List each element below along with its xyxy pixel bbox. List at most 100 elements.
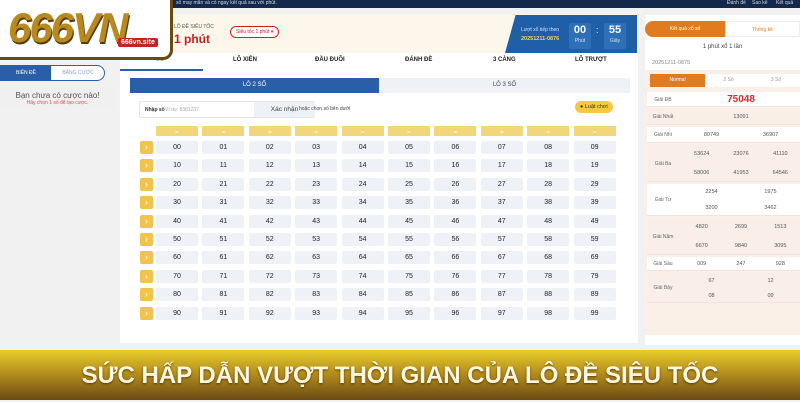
number-cell[interactable]: 60	[156, 251, 198, 265]
column-select-chevron[interactable]: ⌄	[527, 126, 570, 136]
number-cell[interactable]: 89	[573, 288, 616, 302]
number-cell[interactable]: 08	[527, 141, 570, 154]
number-cell[interactable]: 02	[248, 141, 291, 154]
number-cell[interactable]: 17	[480, 159, 523, 173]
number-cell[interactable]: 19	[573, 159, 616, 173]
number-cell[interactable]: 11	[202, 159, 245, 173]
number-input[interactable]: Nhập số Ví dụ: 8383237 Xác nhận	[139, 101, 315, 118]
number-cell[interactable]: 95	[388, 306, 430, 320]
row-select-arrow[interactable]: ›	[140, 288, 153, 302]
number-cell[interactable]: 36	[434, 196, 477, 210]
number-cell[interactable]: 81	[202, 288, 245, 302]
mode-2-so[interactable]: 2 Số	[705, 74, 752, 87]
number-cell[interactable]: 40	[156, 214, 198, 228]
number-cell[interactable]: 34	[341, 196, 384, 210]
number-cell[interactable]: 42	[248, 214, 291, 228]
row-select-arrow[interactable]: ›	[140, 159, 153, 173]
tab-ket-qua[interactable]: Kết quả xổ số	[645, 21, 725, 37]
number-cell[interactable]: 37	[480, 196, 523, 210]
number-cell[interactable]: 04	[341, 141, 384, 154]
column-select-chevron[interactable]: ⌄	[480, 126, 523, 136]
row-select-arrow[interactable]: ›	[140, 214, 153, 228]
number-cell[interactable]: 16	[434, 159, 477, 173]
number-cell[interactable]: 23	[295, 177, 338, 191]
tab-lo-truot[interactable]: LÔ TRƯỢT	[575, 57, 607, 63]
number-cell[interactable]: 33	[295, 196, 338, 210]
tab-danh-de[interactable]: ĐÁNH ĐỀ	[405, 57, 433, 63]
column-select-chevron[interactable]: ⌄	[434, 126, 477, 136]
subtab-lo-2-so[interactable]: LÔ 2 SỐ	[130, 78, 379, 93]
number-cell[interactable]: 57	[480, 233, 523, 246]
number-cell[interactable]: 49	[573, 214, 616, 228]
number-cell[interactable]: 09	[573, 141, 616, 154]
number-cell[interactable]: 50	[156, 233, 198, 246]
number-cell[interactable]: 72	[248, 269, 291, 283]
number-cell[interactable]: 30	[156, 196, 198, 210]
confirm-button[interactable]: Xác nhận	[254, 102, 315, 117]
row-select-arrow[interactable]: ›	[140, 269, 153, 283]
number-cell[interactable]: 66	[434, 251, 477, 265]
row-select-arrow[interactable]: ›	[140, 251, 153, 265]
number-cell[interactable]: 78	[527, 269, 570, 283]
row-select-arrow[interactable]: ›	[140, 233, 153, 246]
number-cell[interactable]: 94	[341, 306, 384, 320]
number-cell[interactable]: 13	[295, 159, 338, 173]
number-cell[interactable]: 20	[156, 177, 198, 191]
number-cell[interactable]: 35	[388, 196, 430, 210]
number-cell[interactable]: 44	[341, 214, 384, 228]
link-ket-qua[interactable]: Kết quả	[776, 0, 794, 6]
tab-3-cang[interactable]: 3 CÀNG	[493, 57, 516, 63]
number-cell[interactable]: 32	[248, 196, 291, 210]
number-cell[interactable]: 07	[480, 141, 523, 154]
number-cell[interactable]: 75	[388, 269, 430, 283]
number-cell[interactable]: 27	[480, 177, 523, 191]
number-cell[interactable]: 80	[156, 288, 198, 302]
number-cell[interactable]: 15	[388, 159, 430, 173]
number-cell[interactable]: 05	[388, 141, 430, 154]
number-cell[interactable]: 85	[388, 288, 430, 302]
tab-lo-xien[interactable]: LÔ XIÊN	[233, 57, 258, 63]
number-cell[interactable]: 45	[388, 214, 430, 228]
number-cell[interactable]: 28	[527, 177, 570, 191]
column-select-chevron[interactable]: ⌄	[573, 126, 616, 136]
column-select-chevron[interactable]: ⌄	[295, 126, 338, 136]
number-cell[interactable]: 83	[295, 288, 338, 302]
number-cell[interactable]: 76	[434, 269, 477, 283]
number-cell[interactable]: 46	[434, 214, 477, 228]
row-select-arrow[interactable]: ›	[140, 141, 153, 154]
number-cell[interactable]: 82	[248, 288, 291, 302]
number-cell[interactable]: 25	[388, 177, 430, 191]
number-cell[interactable]: 86	[434, 288, 477, 302]
number-cell[interactable]: 93	[295, 306, 338, 320]
mode-normal[interactable]: Normal	[650, 74, 705, 87]
number-cell[interactable]: 22	[248, 177, 291, 191]
column-select-chevron[interactable]: ⌄	[388, 126, 430, 136]
number-cell[interactable]: 43	[295, 214, 338, 228]
tab-bien-de[interactable]: BIÊN ĐỀ	[1, 66, 51, 80]
number-cell[interactable]: 03	[295, 141, 338, 154]
number-cell[interactable]: 68	[527, 251, 570, 265]
number-cell[interactable]: 73	[295, 269, 338, 283]
number-cell[interactable]: 52	[248, 233, 291, 246]
number-cell[interactable]: 58	[527, 233, 570, 246]
column-select-chevron[interactable]: ⌄	[341, 126, 384, 136]
number-cell[interactable]: 06	[434, 141, 477, 154]
number-cell[interactable]: 63	[295, 251, 338, 265]
row-select-arrow[interactable]: ›	[140, 196, 153, 210]
number-cell[interactable]: 31	[202, 196, 245, 210]
number-cell[interactable]: 26	[434, 177, 477, 191]
row-select-arrow[interactable]: ›	[140, 306, 153, 320]
number-cell[interactable]: 84	[341, 288, 384, 302]
tab-thong-ke[interactable]: Thống kê	[725, 21, 800, 37]
number-cell[interactable]: 71	[202, 269, 245, 283]
number-cell[interactable]: 79	[573, 269, 616, 283]
number-cell[interactable]: 41	[202, 214, 245, 228]
number-cell[interactable]: 92	[248, 306, 291, 320]
number-cell[interactable]: 77	[480, 269, 523, 283]
number-cell[interactable]: 01	[202, 141, 245, 154]
number-cell[interactable]: 65	[388, 251, 430, 265]
number-cell[interactable]: 14	[341, 159, 384, 173]
number-cell[interactable]: 39	[573, 196, 616, 210]
number-cell[interactable]: 70	[156, 269, 198, 283]
number-cell[interactable]: 74	[341, 269, 384, 283]
